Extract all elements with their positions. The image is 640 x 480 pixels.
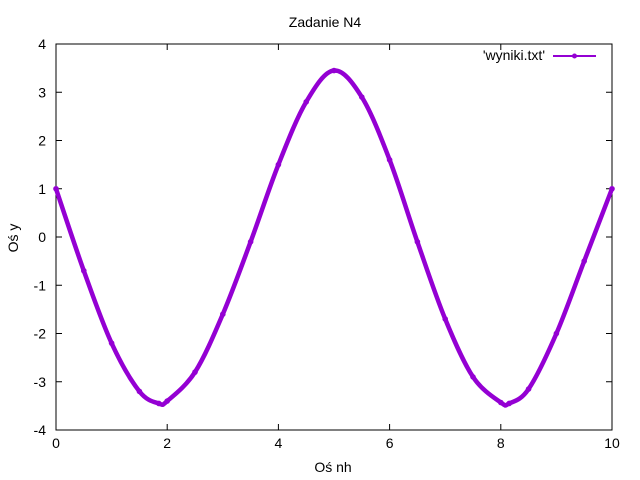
x-tick-label: 8 xyxy=(497,435,505,451)
y-tick-label: -1 xyxy=(34,277,47,293)
data-point xyxy=(136,388,143,395)
data-point xyxy=(81,267,87,274)
x-tick-label: 10 xyxy=(604,435,620,451)
data-point xyxy=(386,157,393,163)
data-point xyxy=(506,400,512,407)
data-point xyxy=(192,369,198,375)
data-point xyxy=(498,399,504,406)
x-tick-label: 6 xyxy=(386,435,394,451)
data-point xyxy=(442,316,449,322)
chart-title: Zadanie N4 xyxy=(289,14,362,30)
data-point xyxy=(247,239,254,245)
y-tick-label: -3 xyxy=(34,374,47,390)
series-layer xyxy=(53,67,615,408)
y-tick-label: -2 xyxy=(34,326,47,342)
data-point xyxy=(414,239,421,245)
data-point xyxy=(275,161,282,168)
data-point xyxy=(581,258,587,264)
y-tick-label: 4 xyxy=(38,36,46,52)
legend: 'wyniki.txt' xyxy=(483,47,596,63)
x-tick-label: 4 xyxy=(275,435,283,451)
y-tick-label: 3 xyxy=(38,84,46,100)
data-point xyxy=(220,311,226,318)
data-point xyxy=(553,330,560,337)
legend-marker xyxy=(572,53,577,59)
x-axis-label: Oś nh xyxy=(314,459,351,475)
y-axis-label: Oś y xyxy=(5,224,21,253)
data-point xyxy=(470,374,476,380)
data-point xyxy=(303,99,310,105)
y-tick-label: 1 xyxy=(38,181,46,197)
y-tick-label: 2 xyxy=(38,133,46,149)
ticks: 0 2 4 6 8 10 -4 -3 -2 -1 0 1 2 3 4 xyxy=(34,36,620,451)
x-tick-label: 0 xyxy=(52,435,60,451)
data-point xyxy=(164,398,170,404)
legend-label: 'wyniki.txt' xyxy=(483,47,545,63)
y-tick-label: -4 xyxy=(34,422,47,438)
data-point xyxy=(53,185,59,192)
data-point xyxy=(609,185,615,192)
data-point xyxy=(525,386,532,392)
y-tick-label: 0 xyxy=(38,229,46,245)
data-point xyxy=(331,67,337,74)
x-tick-label: 2 xyxy=(163,435,171,451)
data-point xyxy=(108,340,115,346)
data-point xyxy=(359,94,365,100)
data-point xyxy=(156,400,162,407)
